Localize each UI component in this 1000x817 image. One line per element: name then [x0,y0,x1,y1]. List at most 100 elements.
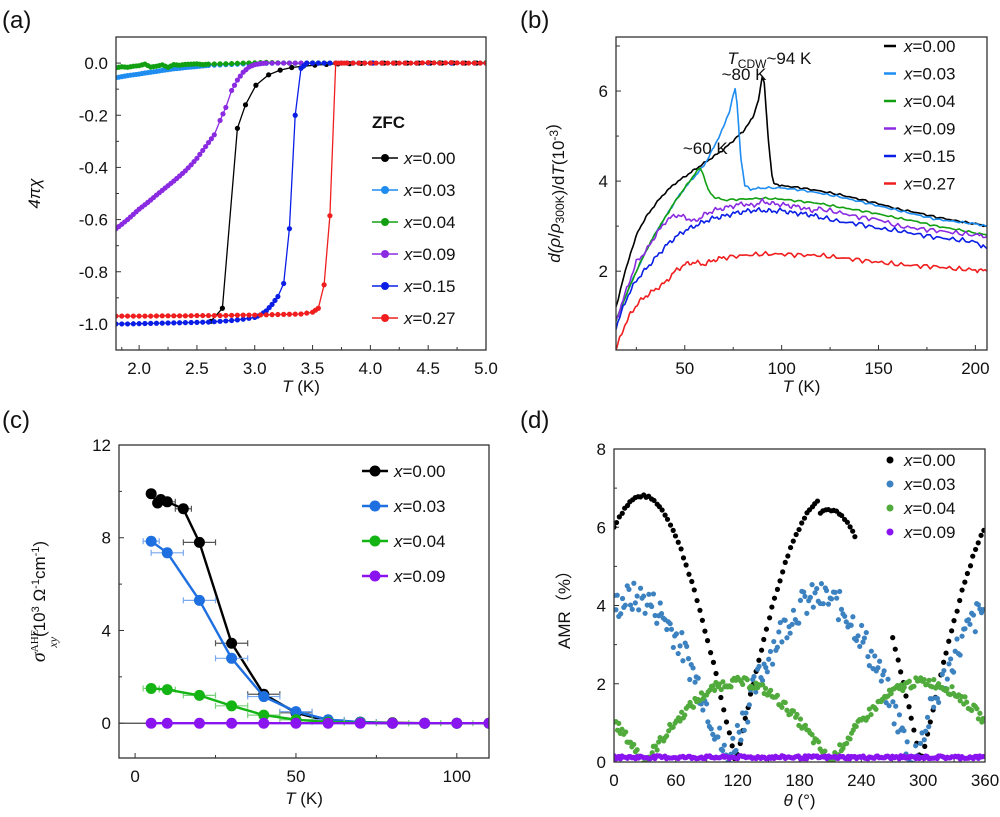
data-point [174,65,180,72]
series-line [616,75,987,307]
data-point [619,726,625,732]
y-axis-label-part: ) [30,541,49,547]
legend-item: x=0.00 [372,149,456,168]
data-point [700,707,706,713]
data-point [890,699,896,705]
x-axis-label: T (K) [783,377,821,396]
data-point [790,607,797,613]
data-point [967,621,973,627]
data-point [885,676,891,682]
data-point [292,60,298,66]
data-point [891,721,897,727]
data-point [419,717,431,729]
data-point [654,747,660,753]
legend-item: x=0.15 [372,277,456,296]
data-point [896,712,903,718]
data-point [619,595,626,602]
x-tick-label: 240 [847,771,875,790]
y-tick-label: 6 [599,82,608,101]
legend-item: x=0.27 [884,175,956,194]
x-tick-label: 300 [909,771,937,790]
y-axis-label: σAHE xy(103 Ω-1cm-1) [28,541,60,662]
series-x-0-03 [614,580,985,762]
data-point [654,620,660,626]
annotation-rest: ~94 K [766,49,812,68]
data-point [211,319,217,325]
x-axis-label: θ (°) [783,791,815,810]
legend-item: x=0.04 [886,499,956,518]
series-x-0-00 [616,75,987,307]
data-point [720,747,726,754]
data-point [373,60,379,66]
legend-var: x [403,149,413,168]
data-point [718,694,724,701]
data-point [252,312,258,318]
data-point [865,653,871,660]
legend-var: x [903,37,913,56]
data-point [174,175,180,182]
data-point [764,669,770,675]
data-point [690,704,697,710]
legend-label: x=0.15 [903,147,956,166]
data-point [119,321,125,327]
y-tick-label: 0 [102,714,111,733]
data-point [139,62,145,68]
legend-item: x=0.00 [884,37,956,56]
data-point [921,676,927,683]
data-point [650,591,657,597]
data-point [802,722,809,728]
x-tick-label: 3.0 [243,359,267,378]
data-point [116,223,122,230]
data-point [290,717,302,729]
legend-label: x=0.09 [393,567,446,586]
x-tick-label: 100 [443,767,471,786]
data-point [941,667,947,674]
data-point [970,612,977,618]
data-point [624,502,631,509]
data-point [850,727,856,733]
plot-area [119,488,489,729]
data-point [691,587,697,593]
data-point [298,311,304,317]
data-point [182,313,188,319]
data-point [174,62,180,68]
y-tick-label: 8 [597,440,606,459]
data-point [130,313,136,319]
data-point [258,691,270,703]
data-point [840,745,846,751]
legend-swatch-marker [369,500,381,512]
y-tick-label: 8 [102,529,111,548]
data-point [667,621,673,627]
legend-value: =0.15 [413,277,456,296]
data-point [253,82,259,88]
y-tick-label: 2 [599,262,608,281]
data-point [205,319,212,325]
panel-a: (a) 2.0 2.5 3.0 3.5 4.0 4.5 5.0 0.0 -0.2 -0.4 -0.6 -… [2,7,498,396]
data-point [895,657,901,663]
data-point [437,60,443,66]
x-tick-label: 150 [864,359,892,378]
legend-item: x=0.00 [886,451,956,470]
data-point [901,684,907,690]
plot-frame [613,448,986,763]
data-point [240,312,246,318]
data-point [623,729,629,735]
data-point [921,737,927,743]
data-point [662,512,668,518]
data-point [776,629,782,635]
data-point [721,742,727,748]
data-point [176,313,183,319]
data-point [736,729,742,735]
data-point [962,694,968,700]
panel-label: (b) [520,7,549,34]
data-point [642,610,648,616]
series-line [616,167,987,322]
legend-value: =0.00 [913,37,956,56]
data-point [782,617,788,623]
y-axis-label-part: -1 [30,547,42,557]
data-point [759,677,766,684]
data-point [664,733,670,739]
data-point [203,61,209,67]
data-point [946,661,952,667]
data-point [448,59,454,66]
